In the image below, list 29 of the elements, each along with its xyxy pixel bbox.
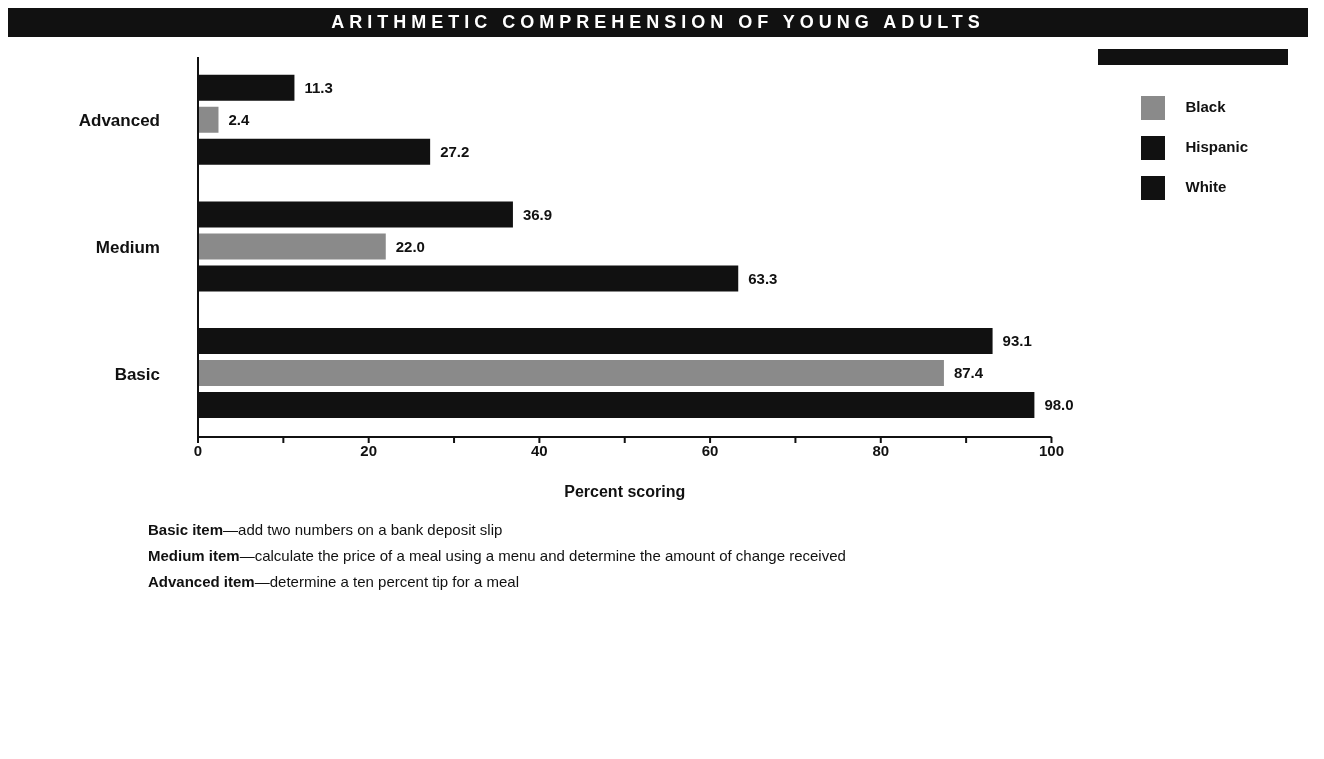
data-label: 98.0 bbox=[1044, 396, 1074, 414]
bar bbox=[198, 360, 944, 387]
data-label: 22.0 bbox=[395, 237, 425, 255]
x-tick-label: 60 bbox=[701, 441, 719, 459]
data-label: 27.2 bbox=[440, 143, 470, 161]
x-tick-label: 40 bbox=[531, 441, 548, 459]
legend-label: White bbox=[1185, 178, 1227, 195]
data-label: 93.1 bbox=[1002, 332, 1032, 350]
text: Basic item—add two numbers on a bank deposit slip bbox=[148, 520, 504, 540]
data-label: 36.9 bbox=[522, 205, 553, 223]
bar bbox=[198, 106, 219, 133]
x-axis-title: Percent scoring bbox=[564, 483, 686, 500]
x-tick-label: 0 bbox=[193, 441, 203, 459]
data-label: 2.4 bbox=[228, 111, 250, 129]
bar bbox=[198, 233, 386, 260]
x-tick-label: 20 bbox=[360, 441, 378, 459]
legend-label: Hispanic bbox=[1185, 138, 1248, 155]
data-label: 87.4 bbox=[953, 364, 984, 382]
legend-label: Black bbox=[1185, 98, 1226, 115]
x-tick-label: 80 bbox=[872, 441, 890, 459]
x-tick-label: 100 bbox=[1038, 441, 1064, 459]
y-tick-label: Advanced bbox=[78, 111, 160, 131]
text: Medium item—calculate the price of a meal using a menu and determine the amount of change received bbox=[148, 546, 847, 566]
y-tick-label: Medium bbox=[95, 238, 160, 258]
y-tick-label: Basic bbox=[114, 364, 160, 384]
chart-title: ARITHMETIC COMPREHENSION OF YOUNG ADULTS bbox=[8, 8, 1308, 37]
data-label: 63.3 bbox=[748, 269, 778, 287]
data-label: 11.3 bbox=[304, 79, 333, 97]
text: Advanced item—determine a ten percent tip for a meal bbox=[148, 572, 520, 592]
